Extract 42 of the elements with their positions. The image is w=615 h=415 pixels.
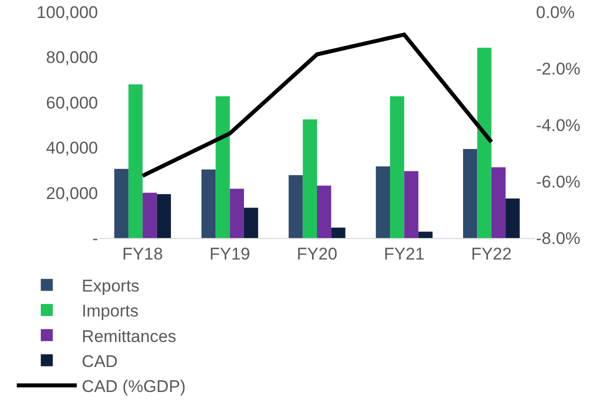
line-series	[140, 32, 494, 178]
bar	[418, 232, 433, 238]
bar	[142, 192, 157, 238]
bar	[317, 186, 332, 238]
x-tick-label: FY20	[296, 244, 338, 264]
x-tick-label: FY18	[122, 244, 163, 264]
y2-tick-label: -2.0%	[536, 59, 580, 78]
bar	[244, 208, 258, 238]
legend-label: Imports	[82, 302, 138, 321]
bar	[506, 198, 520, 238]
bar	[114, 168, 128, 238]
bar	[302, 119, 317, 238]
y-tick-label: 60,000	[46, 93, 98, 112]
x-tick-label: FY22	[471, 244, 512, 264]
bar	[376, 166, 390, 238]
bar	[288, 175, 303, 238]
bar	[390, 96, 404, 238]
y2-tick-label: -6.0%	[536, 172, 580, 192]
y2-tick-label: 0.0%	[536, 2, 575, 22]
legend-label: CAD (%GDP)	[82, 376, 186, 396]
y-tick-label: 100,000	[36, 2, 98, 22]
y-tick-label: 40,000	[46, 138, 98, 158]
legend-label: Remittances	[82, 326, 176, 346]
bar	[491, 167, 506, 238]
bar	[201, 170, 216, 238]
bar	[463, 148, 478, 238]
bar	[156, 194, 171, 238]
x-tick-label: FY21	[384, 244, 425, 264]
y-tick-label: -	[92, 228, 98, 248]
legend-label: Exports	[82, 276, 140, 296]
bar	[128, 84, 143, 238]
y2-tick-label: -4.0%	[536, 116, 580, 135]
y-tick-label: 80,000	[46, 48, 98, 68]
bar	[216, 96, 230, 238]
bar	[404, 171, 418, 238]
bar	[477, 48, 492, 238]
y-tick-label: 20,000	[46, 184, 98, 203]
y2-tick-label: -8.0%	[536, 228, 580, 248]
legend-label: CAD	[82, 352, 118, 371]
bar	[230, 188, 244, 238]
bar	[331, 228, 346, 238]
x-tick-label: FY19	[209, 244, 250, 264]
